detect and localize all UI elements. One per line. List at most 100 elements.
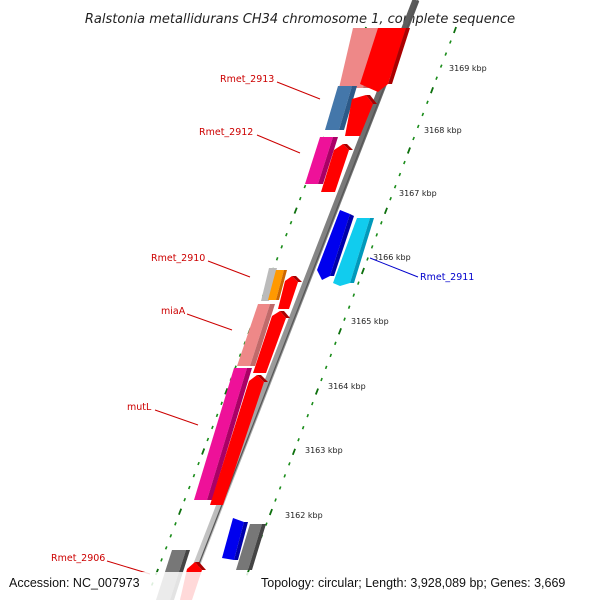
gene-block-mutL[interactable] bbox=[194, 368, 252, 500]
minor-tick bbox=[416, 124, 420, 129]
gene-block-rmet-2912[interactable] bbox=[305, 137, 338, 184]
minor-tick bbox=[285, 232, 288, 237]
minor-tick bbox=[211, 425, 214, 430]
accession-text: Accession: NC_007973 bbox=[9, 576, 140, 590]
minor-tick bbox=[403, 160, 406, 165]
minor-tick bbox=[412, 136, 415, 141]
major-tick bbox=[201, 448, 206, 455]
minor-tick bbox=[320, 377, 323, 382]
minor-tick bbox=[206, 437, 210, 442]
gene-block-bottom-gray-1[interactable] bbox=[236, 524, 266, 570]
minor-tick bbox=[280, 245, 284, 249]
gene-label-rmet-2912[interactable]: Rmet_2912 bbox=[199, 127, 253, 138]
gene-block-bottom-blue[interactable] bbox=[222, 518, 248, 560]
major-tick bbox=[430, 86, 434, 94]
minor-tick bbox=[444, 52, 448, 56]
gene-label-rmet-2910[interactable]: Rmet_2910 bbox=[151, 253, 205, 264]
minor-tick bbox=[334, 341, 337, 346]
kbp-label: 3167 kbp bbox=[399, 189, 437, 198]
minor-tick bbox=[278, 486, 282, 490]
major-tick bbox=[224, 387, 229, 395]
minor-tick bbox=[238, 353, 242, 357]
minor-tick bbox=[375, 233, 379, 237]
major-tick bbox=[293, 207, 298, 214]
kbp-label: 3163 kbp bbox=[305, 446, 343, 455]
gene-arrow-rmet-2911-blue[interactable] bbox=[317, 210, 354, 280]
minor-tick bbox=[347, 305, 351, 309]
kbp-label: 3162 kbp bbox=[285, 511, 323, 520]
backbone bbox=[179, 0, 420, 600]
minor-tick bbox=[298, 196, 302, 201]
minor-tick bbox=[352, 293, 356, 297]
gene-arrow-top-red[interactable] bbox=[360, 28, 410, 92]
minor-tick bbox=[439, 64, 443, 68]
kbp-label: 3168 kbp bbox=[424, 126, 462, 135]
gene-label-miaA[interactable]: miaA bbox=[161, 306, 186, 317]
minor-tick bbox=[366, 257, 369, 261]
minor-tick bbox=[311, 401, 314, 406]
minor-tick bbox=[435, 76, 438, 80]
major-tick bbox=[314, 388, 319, 395]
minor-tick bbox=[426, 100, 429, 105]
minor-tick bbox=[289, 220, 293, 225]
gene-label-rmet-2913[interactable]: Rmet_2913 bbox=[220, 74, 274, 85]
kbp-label: 3164 kbp bbox=[328, 382, 366, 391]
minor-tick bbox=[283, 474, 287, 478]
topology-text: Topology: circular; Length: 3,928,089 bp… bbox=[261, 576, 565, 590]
gene-arrow-miaA[interactable] bbox=[253, 311, 290, 373]
gene-label-rmet-2906[interactable]: Rmet_2906 bbox=[51, 553, 105, 564]
minor-tick bbox=[393, 184, 397, 189]
major-tick bbox=[291, 448, 296, 456]
kbp-ruler: 3169 kbp 3168 kbp 3167 kbp 3166 kbp 3165… bbox=[285, 64, 487, 520]
minor-tick bbox=[160, 558, 163, 562]
gene-block-rmet-2910[interactable] bbox=[261, 268, 287, 301]
minor-tick bbox=[370, 245, 374, 249]
outer-tick-ring bbox=[245, 26, 457, 576]
minor-tick bbox=[329, 353, 333, 358]
gene-label-rmet-2911[interactable]: Rmet_2911 bbox=[420, 272, 474, 283]
minor-tick bbox=[197, 461, 200, 466]
major-tick bbox=[268, 508, 273, 516]
minor-tick bbox=[303, 184, 307, 189]
minor-tick bbox=[389, 196, 392, 201]
minor-tick bbox=[187, 485, 191, 490]
minor-tick bbox=[324, 365, 328, 370]
major-tick bbox=[453, 26, 457, 34]
footer-backdrop bbox=[0, 572, 600, 600]
minor-tick bbox=[274, 498, 277, 502]
leader-lines bbox=[106, 81, 419, 575]
minor-tick bbox=[275, 257, 279, 261]
gene-block-miaA[interactable] bbox=[237, 304, 275, 366]
map-title: Ralstonia metallidurans CH34 chromosome … bbox=[85, 12, 515, 27]
kbp-label: 3166 kbp bbox=[373, 253, 411, 262]
major-tick bbox=[178, 508, 183, 516]
minor-tick bbox=[183, 497, 187, 502]
gene-labels: Rmet_2913 Rmet_2912 Rmet_2910 miaA mutL … bbox=[51, 74, 474, 564]
gene-block-rmet-2913[interactable] bbox=[325, 86, 357, 130]
minor-tick bbox=[174, 522, 177, 526]
gene-arrow-mutL[interactable] bbox=[210, 375, 268, 505]
gene-arrow-rmet-2913[interactable] bbox=[345, 95, 377, 136]
major-tick bbox=[360, 267, 365, 275]
gene-arrow-rmet-2910[interactable] bbox=[278, 276, 302, 309]
kbp-label: 3169 kbp bbox=[449, 64, 487, 73]
major-tick bbox=[383, 207, 388, 215]
minor-tick bbox=[421, 112, 425, 117]
gene-label-mutL[interactable]: mutL bbox=[127, 402, 152, 413]
gene-arrow-rmet-2911-cyan[interactable] bbox=[333, 218, 374, 286]
minor-tick bbox=[398, 172, 402, 177]
minor-tick bbox=[220, 401, 223, 406]
minor-tick bbox=[343, 317, 346, 321]
major-tick bbox=[337, 327, 342, 335]
gene-arrow-rmet-2912[interactable] bbox=[321, 144, 353, 192]
minor-tick bbox=[265, 522, 268, 526]
minor-tick bbox=[306, 413, 310, 418]
minor-tick bbox=[169, 534, 173, 538]
kbp-label: 3165 kbp bbox=[351, 317, 389, 326]
major-tick bbox=[406, 147, 411, 154]
minor-tick bbox=[288, 462, 291, 466]
minor-tick bbox=[215, 413, 219, 418]
minor-tick bbox=[449, 40, 452, 44]
minor-tick bbox=[164, 546, 168, 550]
